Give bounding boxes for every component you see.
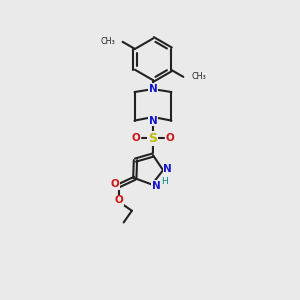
Text: N: N [164,164,172,174]
Text: S: S [148,132,158,145]
Text: N: N [148,84,157,94]
Text: N: N [148,116,157,126]
Text: O: O [115,195,124,206]
Text: O: O [131,134,140,143]
Text: CH₃: CH₃ [100,37,115,46]
Text: O: O [111,179,119,189]
Text: N: N [152,181,161,191]
Text: CH₃: CH₃ [191,72,206,81]
Text: O: O [166,134,175,143]
Text: H: H [162,177,168,186]
